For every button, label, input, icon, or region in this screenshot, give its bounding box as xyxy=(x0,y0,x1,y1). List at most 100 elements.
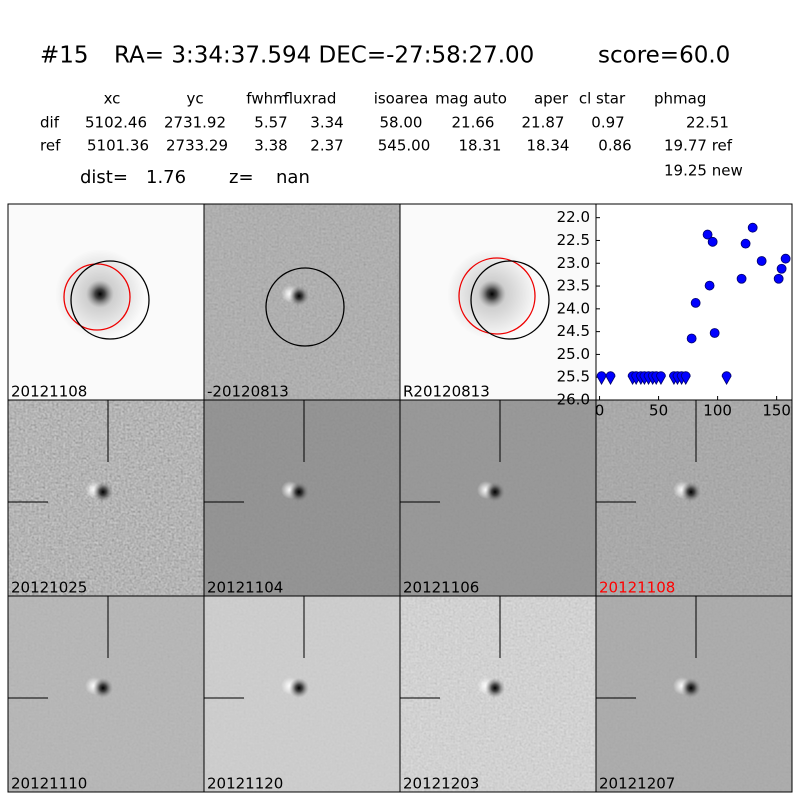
dipole-dark xyxy=(681,482,701,502)
y-tick-label: 23.5 xyxy=(557,277,590,295)
point xyxy=(686,333,697,344)
y-tick-label: 22.5 xyxy=(557,231,590,249)
table-header: aper xyxy=(534,90,569,108)
panel-label: 20121120 xyxy=(207,775,283,793)
table-note: 19.25 new xyxy=(664,162,743,180)
table-cell: 545.00 xyxy=(378,137,431,155)
coordinates: RA= 3:34:37.594 DEC=-27:58:27.00 xyxy=(114,43,534,69)
panel-label: 20121207 xyxy=(599,775,675,793)
table-cell: 22.51 xyxy=(686,114,729,132)
table-cell: 19.77 ref xyxy=(664,137,733,155)
point xyxy=(747,222,758,233)
dipole-dark xyxy=(93,482,113,502)
point xyxy=(780,253,791,264)
table-cell: 18.34 xyxy=(527,137,570,155)
image-panel xyxy=(7,203,205,401)
table-cell: 18.31 xyxy=(459,137,502,155)
y-tick-label: 24.5 xyxy=(557,322,590,340)
table-header: isoarea xyxy=(374,90,429,108)
image-panel xyxy=(399,399,597,597)
y-tick-label: 24.0 xyxy=(557,299,590,317)
panels xyxy=(7,203,793,793)
dipole-dark xyxy=(485,482,505,502)
y-tick-label: 26.0 xyxy=(557,391,590,409)
table-header: mag auto xyxy=(435,90,507,108)
candidate-id: #15 xyxy=(40,43,89,69)
panel-label: 20121108 xyxy=(599,579,675,597)
image-panel xyxy=(399,595,597,793)
point xyxy=(704,280,715,291)
panel-label: R20120813 xyxy=(403,383,490,401)
point xyxy=(702,229,713,240)
image-panel xyxy=(595,399,793,597)
panel-border xyxy=(595,595,793,793)
image-panel xyxy=(203,399,401,597)
table-cell: 2733.29 xyxy=(166,137,228,155)
table-cell: 0.97 xyxy=(591,114,624,132)
dipole-dark xyxy=(485,678,505,698)
table-header: phmag xyxy=(654,90,706,108)
black-circle xyxy=(470,260,550,340)
dist-value: 1.76 xyxy=(146,167,186,188)
dipole-dark xyxy=(681,678,701,698)
upper-limit xyxy=(656,371,666,386)
panel-label: 20121108 xyxy=(11,383,87,401)
dipole-dark xyxy=(93,678,113,698)
panel-label: 20121110 xyxy=(11,775,87,793)
x-tick-label: 100 xyxy=(703,402,732,420)
table-cell: 21.87 xyxy=(522,114,565,132)
table-cell: 3.38 xyxy=(254,137,287,155)
panel-label: -20120813 xyxy=(207,383,289,401)
table-cell: 3.34 xyxy=(310,114,343,132)
point xyxy=(756,256,767,266)
image-panel xyxy=(7,595,205,793)
z-value: nan xyxy=(276,167,310,188)
dipole-dark xyxy=(289,482,309,502)
panel-label: 20121203 xyxy=(403,775,479,793)
black-circle xyxy=(265,267,345,347)
panel-label: 20121025 xyxy=(11,579,87,597)
table-cell: 2.37 xyxy=(310,137,343,155)
table-cell: 21.66 xyxy=(452,114,495,132)
table-header: fluxrad xyxy=(284,90,337,108)
point xyxy=(690,298,701,308)
y-tick-label: 25.0 xyxy=(557,345,590,363)
table-cell: 58.00 xyxy=(380,114,423,132)
dipole-dark xyxy=(289,286,309,306)
image-panel xyxy=(7,399,205,597)
chart xyxy=(595,203,793,401)
black-circle xyxy=(70,260,150,340)
z-label: z= xyxy=(229,167,254,188)
panel-label: 20121106 xyxy=(403,579,479,597)
image-panel xyxy=(203,203,401,401)
panel-label: 20121104 xyxy=(207,579,283,597)
table-cell: 5.57 xyxy=(254,114,287,132)
upper-limit xyxy=(605,371,616,386)
labels: 22.0 22.5 23.0 23.5 24.0 24.5 25.0 25.5 26.0 0 50 1… xyxy=(11,208,791,792)
y-tick-label: 25.5 xyxy=(557,368,590,386)
table-cell: 2731.92 xyxy=(164,114,226,132)
image-panel xyxy=(203,595,401,793)
source xyxy=(478,280,506,308)
upper-limit xyxy=(680,371,691,386)
source xyxy=(86,280,114,308)
point xyxy=(736,273,747,284)
table-header: fwhm xyxy=(246,90,287,108)
upper-limit xyxy=(721,371,732,386)
dipole-dark xyxy=(289,678,309,698)
point xyxy=(707,236,718,247)
y-tick-label: 23.0 xyxy=(557,254,590,272)
point xyxy=(709,328,720,338)
x-tick-label: 0 xyxy=(595,402,605,420)
row-label: ref xyxy=(40,137,61,155)
row-label: dif xyxy=(40,114,60,132)
table-header: xc xyxy=(104,90,121,108)
table-header: yc xyxy=(186,90,203,108)
point xyxy=(776,263,787,274)
x-tick-label: 50 xyxy=(649,402,668,420)
red-circle xyxy=(63,263,131,331)
table-cell: 0.86 xyxy=(598,137,631,155)
point xyxy=(773,273,784,284)
x-tick-label: 150 xyxy=(762,402,791,420)
